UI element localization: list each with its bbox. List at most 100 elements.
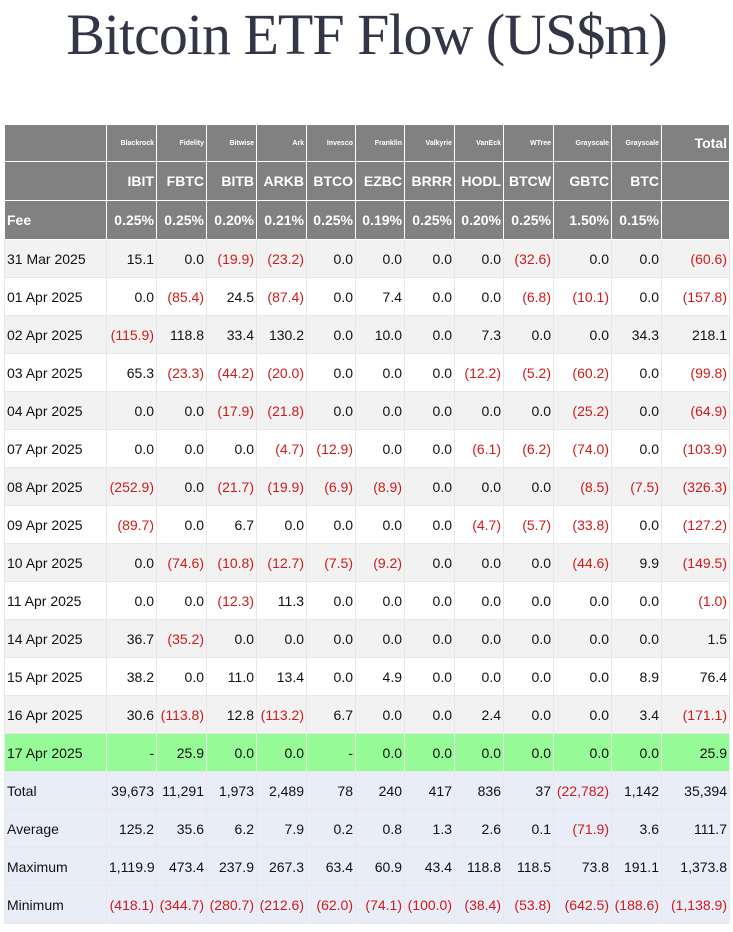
flow-cell: 0.0 bbox=[306, 391, 356, 430]
flow-cell: 38.2 bbox=[106, 657, 157, 696]
flow-cell: (89.7) bbox=[106, 505, 157, 544]
flow-cell: 12.8 bbox=[206, 695, 257, 734]
flow-cell: (12.2) bbox=[454, 353, 504, 392]
flow-cell: 0.0 bbox=[404, 353, 455, 392]
flow-cell: 0.0 bbox=[454, 543, 504, 582]
flow-cell: 0.0 bbox=[611, 619, 662, 658]
stat-cell: 417 bbox=[404, 771, 455, 810]
flow-cell: 0.0 bbox=[454, 467, 504, 506]
flow-cell: 0.0 bbox=[306, 277, 356, 316]
flow-cell: 0.0 bbox=[404, 277, 455, 316]
table-row: 17 Apr 2025-25.9 0.0 0.0-0.0 0.0 0.0 0.0 0.0 0.… bbox=[4, 733, 730, 772]
flow-cell: (21.8) bbox=[256, 391, 307, 430]
ticker-header: ARKB bbox=[256, 161, 307, 201]
stat-label: Average bbox=[4, 809, 107, 848]
date-cell: 08 Apr 2025 bbox=[4, 467, 107, 506]
flow-cell: (4.7) bbox=[256, 429, 307, 468]
flow-cell: 0.0 bbox=[503, 581, 554, 620]
flow-cell: (252.9) bbox=[106, 467, 157, 506]
table-row: 16 Apr 2025 30.6 (113.8) 12.8 (113.2) 6.7 0.0 0… bbox=[4, 695, 730, 734]
ticker-header: HODL bbox=[454, 161, 504, 201]
header-corner-cell bbox=[4, 124, 107, 162]
flow-cell: 0.0 bbox=[404, 733, 455, 772]
issuer-header: Ark bbox=[256, 124, 307, 162]
fee-total-blank bbox=[661, 200, 730, 240]
stat-label: Minimum bbox=[4, 885, 107, 924]
flow-cell: 0.0 bbox=[355, 619, 405, 658]
stat-cell: 111.7 bbox=[661, 809, 730, 848]
flow-cell: 0.0 bbox=[355, 391, 405, 430]
flow-cell: 0.0 bbox=[306, 619, 356, 658]
flow-cell: (44.2) bbox=[206, 353, 257, 392]
stat-cell: 0.2 bbox=[306, 809, 356, 848]
flow-cell: 0.0 bbox=[106, 391, 157, 430]
issuer-header: Fidelity bbox=[156, 124, 207, 162]
flow-cell: (25.2) bbox=[553, 391, 612, 430]
row-total-cell: 1.5 bbox=[661, 619, 730, 658]
stat-cell: 118.5 bbox=[503, 847, 554, 886]
fee-cell: 0.19% bbox=[355, 200, 405, 240]
stats-row: Maximum 1,119.9 473.4 237.9 267.3 63.4 60.9 43.… bbox=[4, 847, 730, 886]
flow-cell: (12.9) bbox=[306, 429, 356, 468]
flow-cell: (74.0) bbox=[553, 429, 612, 468]
issuer-header: Valkyrie bbox=[404, 124, 455, 162]
flow-cell: 9.9 bbox=[611, 543, 662, 582]
flow-cell: 0.0 bbox=[156, 391, 207, 430]
stat-cell: 1,119.9 bbox=[106, 847, 157, 886]
flow-cell: 36.7 bbox=[106, 619, 157, 658]
table-row: 09 Apr 2025 (89.7) 0.0 6.7 0.0 0.0 0.0 0.0 (4.7)… bbox=[4, 505, 730, 544]
total-header: Total bbox=[661, 124, 730, 162]
flow-cell: 0.0 bbox=[553, 695, 612, 734]
flow-cell: 0.0 bbox=[454, 581, 504, 620]
flow-cell: 33.4 bbox=[206, 315, 257, 354]
flow-cell: (23.3) bbox=[156, 353, 207, 392]
flow-cell: (7.5) bbox=[611, 467, 662, 506]
fee-cell: 0.25% bbox=[404, 200, 455, 240]
date-cell: 02 Apr 2025 bbox=[4, 315, 107, 354]
flow-cell: 0.0 bbox=[156, 467, 207, 506]
stat-cell: (212.6) bbox=[256, 885, 307, 924]
stat-cell: 37 bbox=[503, 771, 554, 810]
flow-cell: 11.3 bbox=[256, 581, 307, 620]
stat-cell: 237.9 bbox=[206, 847, 257, 886]
flow-cell: 0.0 bbox=[404, 543, 455, 582]
flow-cell: 0.0 bbox=[355, 581, 405, 620]
flow-cell: 0.0 bbox=[553, 581, 612, 620]
table-row: 11 Apr 2025 0.0 0.0 (12.3) 11.3 0.0 0.0 0.0 0.0 0… bbox=[4, 581, 730, 620]
flow-cell: 0.0 bbox=[156, 429, 207, 468]
flow-cell: (19.9) bbox=[256, 467, 307, 506]
stat-cell: 78 bbox=[306, 771, 356, 810]
flow-cell: 7.4 bbox=[355, 277, 405, 316]
flow-cell: (8.5) bbox=[553, 467, 612, 506]
fee-cell: 0.20% bbox=[206, 200, 257, 240]
flow-cell: 0.0 bbox=[404, 695, 455, 734]
flow-cell: 0.0 bbox=[206, 733, 257, 772]
flow-cell: 34.3 bbox=[611, 315, 662, 354]
row-total-cell: (99.8) bbox=[661, 353, 730, 392]
table-row: 14 Apr 2025 36.7 (35.2) 0.0 0.0 0.0 0.0 0.0 0.0 0… bbox=[4, 619, 730, 658]
table-row: 07 Apr 2025 0.0 0.0 0.0 (4.7) (12.9) 0.0 0.0 (6.… bbox=[4, 429, 730, 468]
ticker-header: GBTC bbox=[553, 161, 612, 201]
flow-cell: (74.6) bbox=[156, 543, 207, 582]
stat-cell: (280.7) bbox=[206, 885, 257, 924]
table-row: 31 Mar 2025 15.1 0.0 (19.9) (23.2) 0.0 0.0 0.0 0… bbox=[4, 239, 730, 278]
stat-cell: 35,394 bbox=[661, 771, 730, 810]
stat-cell: (62.0) bbox=[306, 885, 356, 924]
ticker-header: FBTC bbox=[156, 161, 207, 201]
flow-cell: 130.2 bbox=[256, 315, 307, 354]
ticker-header: EZBC bbox=[355, 161, 405, 201]
flow-cell: 0.0 bbox=[454, 733, 504, 772]
flow-cell: 30.6 bbox=[106, 695, 157, 734]
stat-label: Maximum bbox=[4, 847, 107, 886]
flow-cell: 0.0 bbox=[553, 657, 612, 696]
flow-cell: 0.0 bbox=[503, 733, 554, 772]
row-total-cell: (64.9) bbox=[661, 391, 730, 430]
stat-cell: 63.4 bbox=[306, 847, 356, 886]
flow-cell: 0.0 bbox=[611, 239, 662, 278]
stats-row: Total 39,673 11,291 1,973 2,489 78 240 417 836 37… bbox=[4, 771, 730, 810]
page-title: Bitcoin ETF Flow (US$m) bbox=[66, 2, 668, 67]
flow-cell: 0.0 bbox=[611, 391, 662, 430]
flow-cell: 0.0 bbox=[503, 657, 554, 696]
date-cell: 17 Apr 2025 bbox=[4, 733, 107, 772]
row-total-cell: (1.0) bbox=[661, 581, 730, 620]
